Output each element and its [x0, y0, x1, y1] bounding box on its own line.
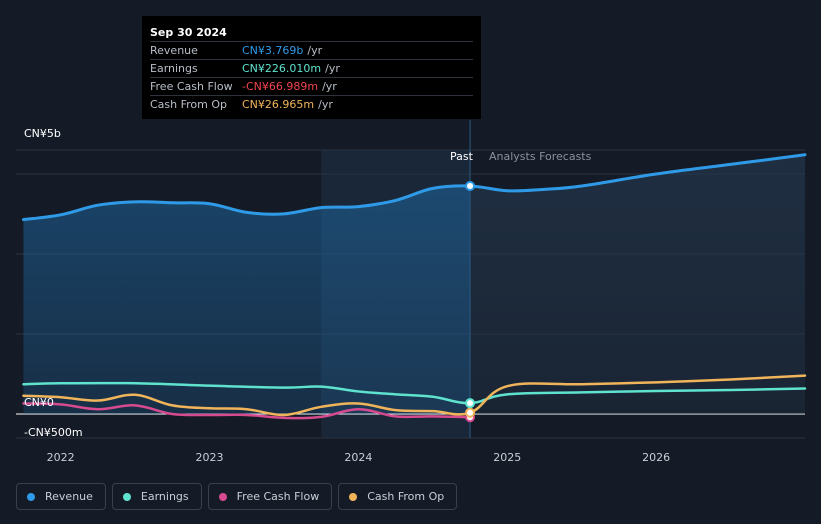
tooltip-unit: /yr [322, 80, 337, 93]
tooltip-value: CN¥3.769b [242, 44, 304, 57]
tooltip: Sep 30 2024 Revenue CN¥3.769b /yr Earnin… [142, 16, 481, 119]
tooltip-unit: /yr [307, 44, 323, 57]
legend-label: Free Cash Flow [236, 490, 320, 503]
tooltip-date: Sep 30 2024 [150, 26, 227, 39]
series-line-cash-from-op [22, 374, 807, 417]
x-tick-label-2024: 2024 [344, 451, 373, 464]
tooltip-label: Revenue [150, 44, 198, 57]
legend-dot-icon [218, 492, 227, 501]
legend-dot-icon [349, 492, 358, 501]
legend-dot-icon [27, 492, 35, 501]
series-marker-revenue [465, 181, 476, 191]
legend-item-free-cash-flow[interactable]: Free Cash Flow [207, 483, 333, 510]
legend-dot-icon [122, 492, 131, 501]
legend: Revenue Earnings Free Cash Flow Cash Fro… [16, 483, 458, 510]
tooltip-row-cash-from-op: Cash From Op CN¥26.965m /yr [150, 95, 473, 113]
legend-item-revenue[interactable]: Revenue [16, 483, 106, 510]
x-tick-label-2022: 2022 [46, 451, 75, 464]
tooltip-label: Cash From Op [150, 98, 228, 111]
tooltip-label: Earnings [150, 62, 198, 75]
legend-label: Cash From Op [367, 490, 445, 503]
x-tick-label-2026: 2026 [642, 451, 671, 464]
x-tick-label-2023: 2023 [195, 451, 224, 464]
legend-item-cash-from-op[interactable]: Cash From Op [338, 483, 458, 510]
y-tick-label-zero: CN¥0 [24, 396, 54, 409]
tooltip-value: -CN¥66.989m [242, 80, 319, 93]
past-label: Past [450, 150, 473, 163]
legend-label: Earnings [140, 490, 189, 503]
series-marker-cash-from-op [465, 407, 476, 418]
series-marker-earnings [465, 398, 476, 409]
series-line-earnings [22, 381, 807, 405]
x-tick-label-2025: 2025 [493, 451, 522, 464]
revenue-area-past [23, 185, 471, 414]
tooltip-unit: /yr [318, 98, 333, 111]
revenue-area-forecast [470, 154, 805, 414]
y-tick-label-bottom: -CN¥500m [24, 426, 83, 439]
tooltip-row-revenue: Revenue CN¥3.769b /yr [150, 41, 473, 59]
tooltip-value: CN¥26.965m [242, 98, 315, 111]
y-tick-label-top: CN¥5b [24, 127, 61, 140]
legend-label: Revenue [45, 490, 93, 503]
tooltip-unit: /yr [325, 62, 340, 75]
series-line-revenue [21, 153, 807, 222]
tooltip-value: CN¥226.010m [242, 62, 322, 75]
tooltip-label: Free Cash Flow [150, 80, 233, 93]
forecast-label: Analysts Forecasts [489, 150, 592, 163]
legend-item-earnings[interactable]: Earnings [111, 483, 202, 510]
series-line-free-cash-flow [22, 402, 472, 420]
tooltip-row-earnings: Earnings CN¥226.010m /yr [150, 59, 473, 77]
tooltip-row-free-cash-flow: Free Cash Flow -CN¥66.989m /yr [150, 77, 473, 95]
